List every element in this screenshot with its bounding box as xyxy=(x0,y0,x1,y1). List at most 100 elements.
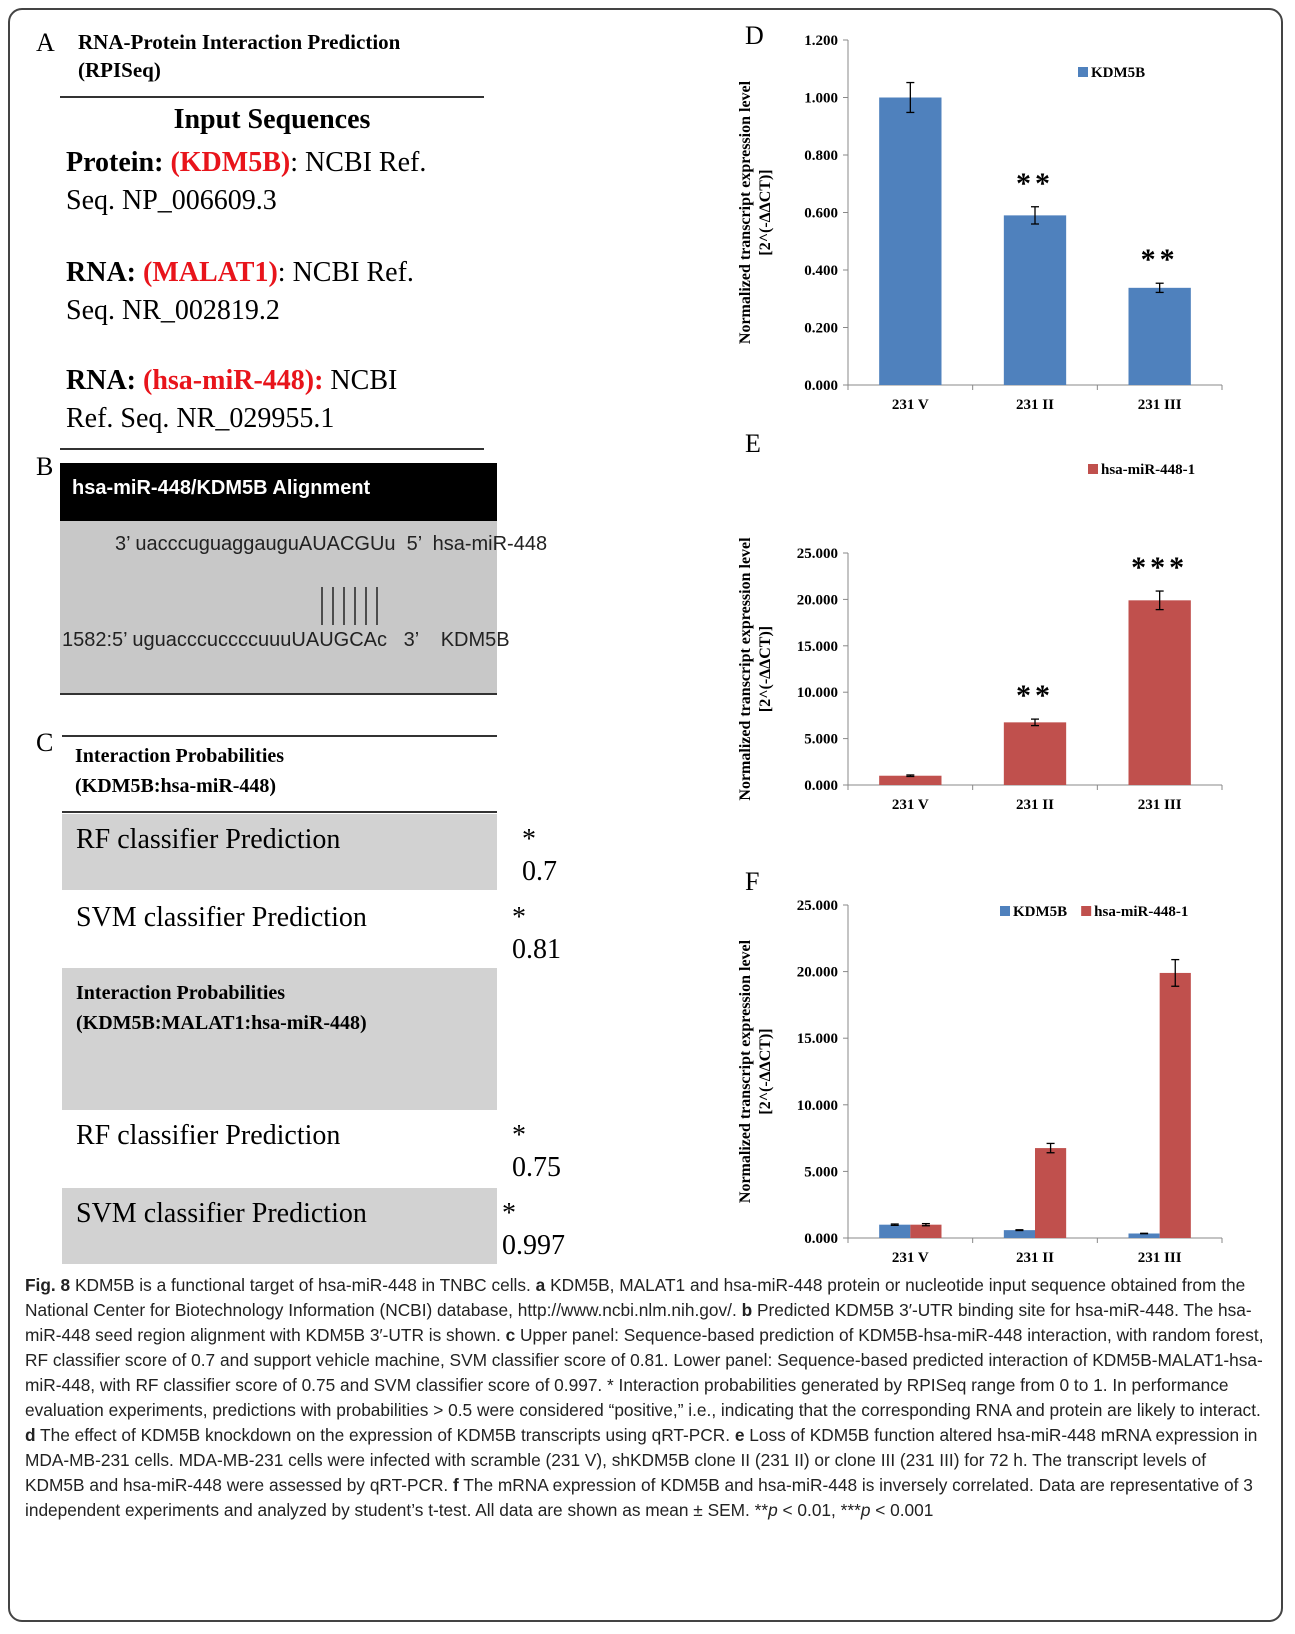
entry-name: (hsa-miR-448): xyxy=(143,365,324,396)
x-tick-label: 231 III xyxy=(1138,797,1182,813)
y-tick-label: 15.000 xyxy=(797,1031,838,1047)
y-axis-label: [2^(-ΔΔCT)] xyxy=(757,169,774,255)
entry-label: Protein: xyxy=(66,147,164,178)
x-tick-label: 231 II xyxy=(1016,397,1054,413)
row-label: RF classifier Prediction xyxy=(76,824,341,855)
bar xyxy=(910,1224,942,1238)
y-tick-label: 0.600 xyxy=(804,206,838,222)
significance: *** xyxy=(1131,551,1188,584)
rule xyxy=(62,811,497,813)
legend-swatch xyxy=(1081,906,1092,916)
panel-letter: D xyxy=(745,21,764,50)
sequence-entry: Protein: (KDM5B): NCBI Ref. Seq. NP_0066… xyxy=(66,144,436,220)
table-row: Interaction Probabilities (KDM5B:MALAT1:… xyxy=(62,968,497,1110)
x-tick-label: 231 V xyxy=(892,797,929,813)
significance: ** xyxy=(1141,243,1179,276)
table-subtitle: (KDM5B:MALAT1:hsa-miR-448) xyxy=(76,1012,367,1034)
bar xyxy=(1128,1233,1160,1238)
bar xyxy=(1035,1148,1067,1238)
x-tick-label: 231 III xyxy=(1138,1250,1182,1266)
caption-segment: e xyxy=(734,1425,745,1445)
alignment-target: 1582:5’ uguacccuccccuuuUAUGCAc 3’ KDM5B xyxy=(62,629,510,651)
x-tick-label: 231 V xyxy=(892,1250,929,1266)
legend-label: KDM5B xyxy=(1013,904,1067,920)
bar xyxy=(879,97,942,385)
caption-segment: c xyxy=(505,1325,516,1345)
y-axis-label: Normalized transcript expression level xyxy=(737,80,754,344)
error-bar xyxy=(1155,282,1164,294)
error-bar xyxy=(921,1222,930,1227)
bar xyxy=(879,775,942,785)
bar xyxy=(1128,600,1191,785)
bar xyxy=(1128,287,1191,385)
y-tick-label: 15.000 xyxy=(797,639,838,655)
y-axis-label: [2^(-ΔΔCT)] xyxy=(757,626,774,712)
seed-lines xyxy=(321,587,378,625)
bar xyxy=(879,1224,911,1238)
y-tick-label: 0.000 xyxy=(804,778,838,794)
panel-letter: B xyxy=(36,452,54,481)
error-bar xyxy=(1046,1142,1055,1154)
alignment-mirna: 3’ uacccuguaggauguAUACGUu 5’ hsa-miR-448 xyxy=(115,533,548,555)
error-bar xyxy=(1015,1229,1024,1232)
caption-segment: KDM5B is a functional target of hsa-miR-… xyxy=(70,1275,536,1295)
legend-label: hsa-miR-448-1 xyxy=(1101,462,1195,478)
row-score: * 0.81 xyxy=(512,902,561,965)
caption-segment: b xyxy=(741,1300,753,1320)
caption-segment: d xyxy=(25,1425,36,1445)
caption-segment: The mRNA expression of KDM5B and hsa-miR… xyxy=(25,1475,1253,1520)
y-tick-label: 20.000 xyxy=(797,592,838,608)
caption-segment: Upper panel: Sequence-based prediction o… xyxy=(25,1325,1264,1420)
error-bar xyxy=(906,81,915,114)
table-title: Interaction Probabilities xyxy=(76,982,286,1004)
legend-label: hsa-miR-448-1 xyxy=(1094,904,1188,920)
sequence-entry: RNA: (hsa-miR-448): NCBI Ref. Seq. NR_02… xyxy=(66,362,436,438)
bar xyxy=(1003,1230,1035,1238)
row-label: SVM classifier Prediction xyxy=(76,1198,367,1229)
table-subtitle: (KDM5B:hsa-miR-448) xyxy=(75,775,277,797)
row-label: SVM classifier Prediction xyxy=(76,902,367,933)
y-tick-label: 25.000 xyxy=(797,898,838,914)
y-axis-label: Normalized transcript expression level xyxy=(737,537,754,801)
y-axis-label: Normalized transcript expression level xyxy=(737,939,754,1203)
row-score: * 0.997 xyxy=(502,1198,565,1261)
y-tick-label: 5.000 xyxy=(804,732,838,748)
x-tick-label: 231 II xyxy=(1016,797,1054,813)
rule xyxy=(60,96,484,98)
legend-swatch xyxy=(1000,906,1010,916)
bar xyxy=(1159,972,1191,1238)
table-row: SVM classifier Prediction * 0.997 xyxy=(62,1188,565,1264)
y-tick-label: 0.200 xyxy=(804,321,838,337)
entry-ref: : NCBI Ref. Seq. NP_006609.3 xyxy=(66,147,427,216)
y-tick-label: 0.000 xyxy=(804,378,838,394)
legend-swatch xyxy=(1078,67,1088,77)
legend-swatch xyxy=(1088,464,1098,474)
x-tick-label: 231 II xyxy=(1016,1250,1054,1266)
panel-letter: E xyxy=(745,429,761,458)
y-tick-label: 10.000 xyxy=(797,685,838,701)
error-bar xyxy=(1155,590,1164,611)
error-bar xyxy=(906,774,915,778)
x-tick-label: 231 V xyxy=(892,397,929,413)
alignment-box xyxy=(60,521,497,695)
panel-subtitle: (RPISeq) xyxy=(78,58,161,82)
error-bar xyxy=(1031,206,1039,225)
y-tick-label: 1.200 xyxy=(804,33,838,49)
caption-segment: f xyxy=(453,1475,459,1495)
entry-name: (MALAT1) xyxy=(143,257,278,288)
alignment-title: hsa-miR-448/KDM5B Alignment xyxy=(60,463,497,521)
table-row: RF classifier Prediction * 0.7 xyxy=(62,814,557,890)
caption-segment: Predicted KDM5B 3′-UTR binding site for … xyxy=(25,1300,1252,1345)
y-tick-label: 25.000 xyxy=(797,546,838,562)
y-tick-label: 0.800 xyxy=(804,148,838,164)
error-bar xyxy=(1171,958,1180,987)
caption-segment: p xyxy=(768,1500,778,1520)
bar xyxy=(1003,722,1067,785)
y-tick-label: 5.000 xyxy=(804,1164,838,1180)
panel-letter: A xyxy=(36,28,55,57)
frame xyxy=(8,8,1283,1622)
entry-ref: NCBI Ref. Seq. NR_029955.1 xyxy=(66,365,398,434)
caption-segment: KDM5B, MALAT1 and hsa-miR-448 protein or… xyxy=(25,1275,1246,1320)
